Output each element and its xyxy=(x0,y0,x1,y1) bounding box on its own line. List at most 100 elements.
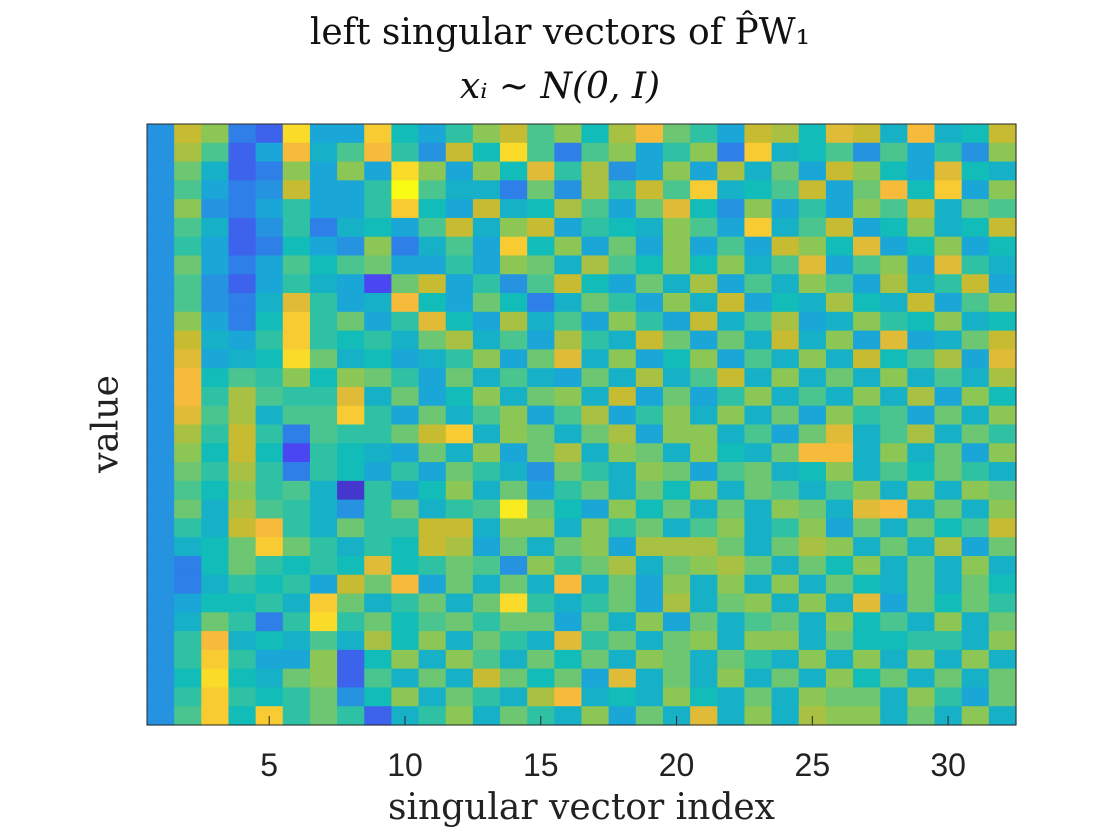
heatmap-cell xyxy=(690,706,718,726)
heatmap-cell xyxy=(255,199,284,219)
heatmap-cell xyxy=(500,518,528,538)
heatmap-cell xyxy=(255,612,284,632)
heatmap-cell xyxy=(147,124,175,144)
heatmap-cell xyxy=(337,311,365,332)
heatmap-cell xyxy=(988,631,1017,651)
heatmap-cell xyxy=(472,330,501,350)
heatmap-cell xyxy=(147,499,175,520)
heatmap-cell xyxy=(961,518,990,538)
heatmap-cell xyxy=(554,405,583,426)
heatmap-cell xyxy=(500,462,528,482)
heatmap-cell xyxy=(282,236,311,257)
heatmap-cell xyxy=(988,180,1017,200)
heatmap-cell xyxy=(391,255,420,275)
heatmap-cell xyxy=(934,631,963,651)
heatmap-cell xyxy=(228,405,257,426)
heatmap-cell xyxy=(364,706,393,726)
heatmap-cell xyxy=(309,386,338,407)
heatmap-cell xyxy=(228,386,257,407)
heatmap-cell xyxy=(364,330,393,350)
heatmap-cell xyxy=(391,386,420,407)
heatmap-cell xyxy=(174,368,202,388)
heatmap-cell xyxy=(472,255,501,275)
heatmap-cell xyxy=(717,462,746,482)
heatmap-cell xyxy=(853,612,881,632)
heatmap-cell xyxy=(364,443,393,463)
heatmap-cell xyxy=(282,217,311,238)
heatmap-cell xyxy=(934,161,963,181)
heatmap-cell xyxy=(771,537,800,557)
heatmap-cell xyxy=(228,349,257,369)
heatmap-cell xyxy=(635,668,664,689)
heatmap-cell xyxy=(798,649,827,670)
heatmap-cell xyxy=(717,499,746,520)
heatmap-cell xyxy=(174,161,202,181)
heatmap-cell xyxy=(282,368,311,388)
heatmap-cell xyxy=(934,555,963,576)
heatmap-cell xyxy=(635,236,664,257)
heatmap-cell xyxy=(744,612,773,632)
heatmap-cell xyxy=(391,330,420,350)
heatmap-cell xyxy=(472,593,501,613)
heatmap-cell xyxy=(934,142,963,163)
heatmap-cell xyxy=(744,555,773,576)
heatmap-cell xyxy=(527,349,555,369)
heatmap-cell xyxy=(907,649,936,670)
heatmap-cell xyxy=(744,687,773,707)
heatmap-cell xyxy=(500,236,528,257)
heatmap-cell xyxy=(771,293,800,313)
heatmap-cell xyxy=(934,668,963,689)
heatmap-cell xyxy=(309,706,338,726)
heatmap-cell xyxy=(418,649,447,670)
heatmap-cell xyxy=(880,349,908,369)
heatmap-cell xyxy=(934,537,963,557)
heatmap-cell xyxy=(934,199,963,219)
heatmap-cell xyxy=(662,274,691,294)
heatmap-cell xyxy=(201,424,230,444)
heatmap-cell xyxy=(690,142,718,163)
heatmap-cell xyxy=(527,274,555,294)
heatmap-cell xyxy=(853,424,881,444)
heatmap-cell xyxy=(907,443,936,463)
heatmap-cell xyxy=(934,236,963,257)
heatmap-cell xyxy=(581,480,610,501)
heatmap-cell xyxy=(907,574,936,595)
heatmap-cell xyxy=(554,161,583,181)
heatmap-cell xyxy=(880,574,908,595)
heatmap-cell xyxy=(527,612,555,632)
heatmap-cell xyxy=(500,405,528,426)
heatmap-cell xyxy=(309,593,338,613)
heatmap-cell xyxy=(147,537,175,557)
heatmap-cell xyxy=(282,612,311,632)
heatmap-cell xyxy=(445,631,474,651)
heatmap-cell xyxy=(255,668,284,689)
heatmap-cell xyxy=(147,330,175,350)
heatmap-cell xyxy=(825,405,854,426)
heatmap-cell xyxy=(201,462,230,482)
heatmap-cell xyxy=(500,180,528,200)
heatmap-cell xyxy=(282,443,311,463)
heatmap-cell xyxy=(717,349,746,369)
heatmap-cell xyxy=(717,593,746,613)
heatmap-cell xyxy=(337,537,365,557)
heatmap-cell xyxy=(635,330,664,350)
heatmap-cell xyxy=(880,180,908,200)
heatmap-cell xyxy=(690,349,718,369)
heatmap-cell xyxy=(500,142,528,163)
heatmap-cell xyxy=(228,274,257,294)
heatmap-cell xyxy=(527,649,555,670)
heatmap-cell xyxy=(147,386,175,407)
heatmap-cell xyxy=(798,124,827,144)
heatmap-cell xyxy=(147,199,175,219)
heatmap-cell xyxy=(662,405,691,426)
heatmap-cell xyxy=(174,236,202,257)
heatmap-cell xyxy=(717,311,746,332)
heatmap-cell xyxy=(228,631,257,651)
heatmap-cell xyxy=(282,555,311,576)
heatmap-cell xyxy=(608,537,637,557)
heatmap-cell xyxy=(690,574,718,595)
heatmap-cell xyxy=(201,706,230,726)
heatmap-cell xyxy=(690,330,718,350)
heatmap-cell xyxy=(418,687,447,707)
heatmap-cell xyxy=(690,311,718,332)
